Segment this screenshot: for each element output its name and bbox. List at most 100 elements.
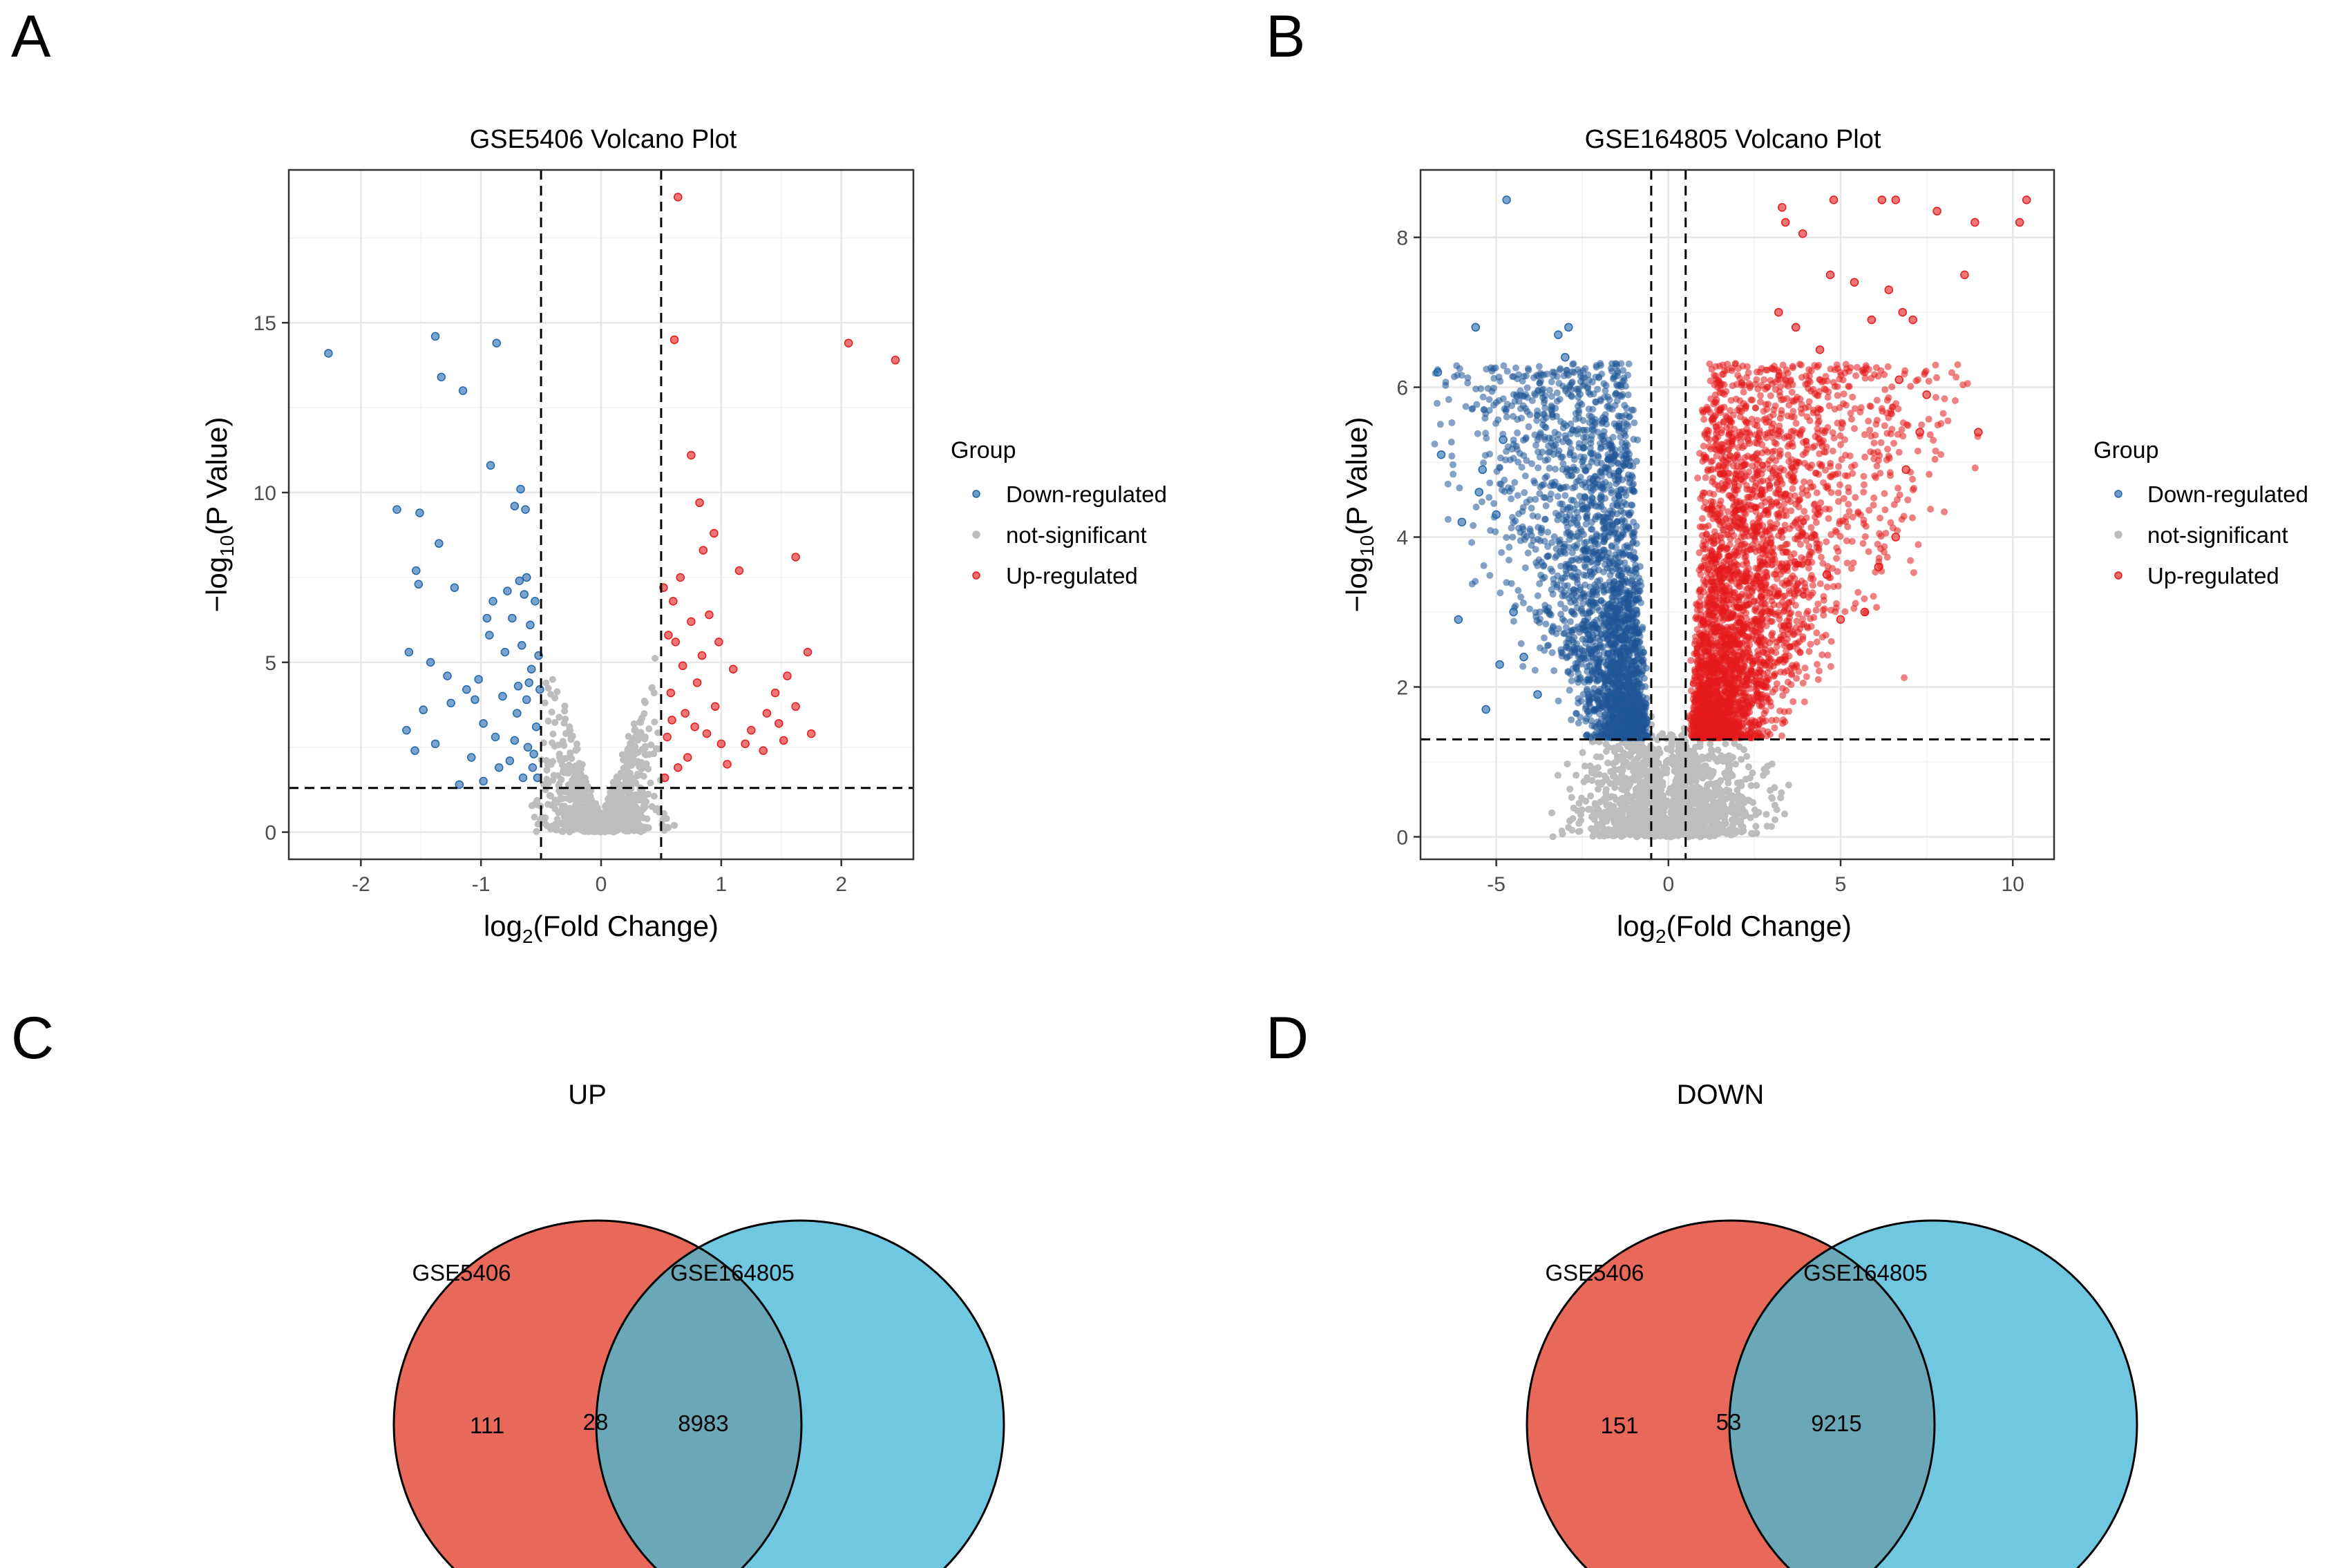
down-regulated-point bbox=[522, 695, 531, 705]
up-regulated-point bbox=[783, 671, 792, 680]
not-significant-point bbox=[1703, 792, 1711, 799]
down-regulated-point bbox=[1486, 479, 1494, 487]
not-significant-point bbox=[541, 699, 549, 707]
down-regulated-point bbox=[1539, 385, 1547, 393]
not-significant-point bbox=[1654, 774, 1662, 781]
down-regulated-point bbox=[1524, 549, 1532, 557]
down-regulated-point bbox=[494, 763, 504, 772]
not-significant-point bbox=[1620, 786, 1627, 794]
not-significant-point bbox=[1604, 759, 1612, 767]
down-regulated-point bbox=[1624, 524, 1632, 532]
down-regulated-point bbox=[1633, 595, 1640, 603]
down-regulated-point bbox=[1536, 644, 1544, 651]
down-regulated-point bbox=[1548, 378, 1555, 385]
down-regulated-point bbox=[1472, 504, 1480, 511]
not-significant-point bbox=[1760, 765, 1768, 773]
not-significant-point bbox=[1653, 766, 1661, 774]
down-regulated-point bbox=[1578, 458, 1586, 466]
down-regulated-point bbox=[1534, 562, 1541, 569]
up-regulated-point bbox=[714, 638, 723, 647]
not-significant-point bbox=[1595, 785, 1602, 793]
down-regulated-point bbox=[1511, 479, 1519, 486]
up-regulated-point bbox=[669, 335, 679, 345]
not-significant-point bbox=[1734, 786, 1741, 794]
not-significant-point bbox=[1673, 764, 1680, 772]
not-significant-point bbox=[1720, 796, 1728, 804]
not-significant-point bbox=[1575, 819, 1583, 827]
down-regulated-point bbox=[1590, 390, 1597, 398]
down-regulated-point bbox=[1624, 422, 1632, 430]
not-significant-point bbox=[553, 799, 560, 807]
up-regulated-point bbox=[671, 638, 681, 647]
legend-label-ns-a: not-significant bbox=[1006, 522, 1147, 548]
down-regulated-point bbox=[1542, 424, 1550, 432]
not-significant-point bbox=[1594, 764, 1602, 772]
down-regulated-point bbox=[1456, 484, 1463, 492]
down-regulated-point bbox=[1577, 378, 1584, 385]
down-regulated-point bbox=[446, 698, 455, 708]
not-significant-point bbox=[1617, 832, 1625, 840]
down-regulated-point bbox=[1642, 683, 1649, 691]
not-significant-point bbox=[1602, 789, 1610, 796]
down-regulated-point bbox=[1640, 693, 1647, 700]
down-regulated-point bbox=[1510, 618, 1517, 625]
not-significant-point bbox=[566, 723, 573, 731]
not-significant-point bbox=[616, 801, 623, 808]
not-significant-point bbox=[609, 794, 616, 802]
down-regulated-point bbox=[1606, 405, 1613, 412]
down-regulated-point bbox=[1580, 647, 1588, 655]
not-significant-point bbox=[1591, 800, 1599, 807]
down-regulated-point bbox=[1559, 592, 1566, 600]
not-significant-point bbox=[547, 825, 554, 832]
not-significant-point bbox=[1718, 752, 1725, 760]
down-regulated-point bbox=[1630, 518, 1637, 526]
not-significant-point bbox=[1736, 780, 1743, 787]
down-regulated-point bbox=[1631, 419, 1638, 427]
y-tick-label: 10 bbox=[254, 482, 276, 505]
up-regulated-point bbox=[844, 338, 853, 347]
down-regulated-point bbox=[1541, 474, 1549, 481]
down-regulated-point bbox=[1508, 402, 1515, 410]
y-axis-label-a: −log10(P Value) bbox=[200, 417, 238, 613]
down-regulated-point bbox=[1602, 382, 1610, 390]
x-tick-label: -2 bbox=[352, 873, 370, 896]
down-regulated-point bbox=[1449, 461, 1456, 468]
not-significant-point bbox=[643, 815, 651, 823]
not-significant-point bbox=[554, 772, 562, 779]
not-significant-point bbox=[595, 826, 602, 834]
down-regulated-point bbox=[498, 691, 507, 701]
down-regulated-point bbox=[1519, 599, 1527, 606]
down-regulated-point bbox=[1620, 374, 1628, 382]
not-significant-point bbox=[573, 740, 580, 748]
down-regulated-point bbox=[450, 583, 459, 592]
not-significant-point bbox=[1745, 763, 1752, 771]
not-significant-point bbox=[1549, 833, 1557, 841]
not-significant-point bbox=[630, 720, 638, 727]
legend-title-a: Group bbox=[951, 437, 1016, 463]
legend-a: Group Down-regulated not-significant Up-… bbox=[951, 437, 1167, 589]
down-regulated-point bbox=[458, 386, 468, 395]
not-significant-point bbox=[1676, 754, 1684, 762]
down-regulated-point bbox=[1612, 544, 1620, 551]
not-significant-point bbox=[547, 691, 555, 698]
down-regulated-point bbox=[1568, 716, 1575, 724]
down-regulated-point bbox=[1447, 439, 1455, 446]
not-significant-point bbox=[1580, 778, 1588, 785]
not-significant-point bbox=[1716, 786, 1724, 794]
not-significant-point bbox=[1687, 779, 1695, 787]
down-regulated-point bbox=[1499, 395, 1507, 403]
not-significant-point bbox=[1702, 797, 1710, 805]
not-significant-point bbox=[1737, 807, 1745, 814]
down-regulated-point bbox=[1486, 571, 1494, 579]
down-regulated-point bbox=[1490, 499, 1498, 507]
not-significant-point bbox=[1585, 805, 1593, 813]
down-regulated-point bbox=[1599, 525, 1607, 533]
down-regulated-point bbox=[1609, 522, 1617, 529]
down-regulated-point bbox=[1521, 564, 1529, 571]
down-regulated-point bbox=[1534, 592, 1541, 600]
y-tick-label: 5 bbox=[265, 652, 276, 675]
down-regulated-point bbox=[1597, 443, 1605, 451]
down-regulated-point bbox=[1524, 365, 1532, 372]
up-regulated-point bbox=[728, 665, 738, 673]
down-regulated-point bbox=[1508, 513, 1516, 521]
